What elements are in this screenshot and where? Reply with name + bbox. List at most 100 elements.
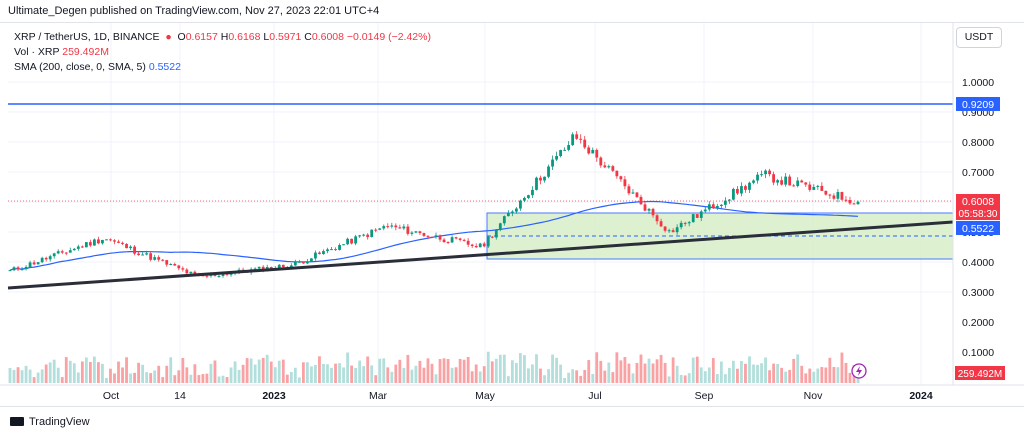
volume-bar (756, 364, 759, 383)
candle (796, 177, 800, 188)
candle (217, 274, 221, 278)
volume-bar (40, 369, 44, 383)
candle (559, 149, 562, 158)
volume-bar (137, 362, 141, 383)
volume-bar (647, 358, 651, 383)
volume-bar (442, 358, 446, 383)
volume-bar (52, 359, 56, 383)
volume-bar (350, 365, 354, 383)
candle (619, 175, 623, 182)
candle (40, 256, 44, 264)
symbol-name[interactable]: XRP / TetherUS, 1D, BINANCE (14, 31, 160, 43)
volume-bar (197, 375, 201, 383)
volume-bar (269, 361, 273, 383)
currency-button[interactable]: USDT (956, 27, 1002, 48)
volume-bar (836, 367, 840, 383)
candle (338, 243, 341, 251)
candle (145, 250, 149, 256)
volume-bar (225, 377, 229, 383)
volume-bar (816, 368, 820, 383)
volume-bar (430, 363, 434, 383)
candle (482, 241, 486, 248)
candle (56, 249, 60, 255)
volume-bar (732, 360, 735, 383)
volume-bar (740, 360, 743, 383)
candle (756, 171, 759, 184)
volume-bar (583, 369, 587, 383)
volume-bar (426, 358, 430, 383)
volume-bar (233, 361, 237, 383)
volume-bar (181, 357, 185, 383)
sma-value: 0.5522 (148, 61, 181, 73)
volume-bar (494, 358, 498, 383)
volume-bar (145, 372, 149, 383)
candle (462, 238, 466, 242)
volume-bar (840, 352, 844, 383)
candle (406, 223, 410, 236)
volume-bar (92, 356, 96, 383)
volume-bar (587, 360, 591, 383)
candle (446, 241, 450, 245)
volume-bar (539, 368, 542, 383)
volume-bar (326, 364, 329, 383)
volume-bar (555, 357, 558, 383)
candle (703, 206, 707, 213)
volume-bar (342, 367, 345, 383)
time-tick-3: Mar (369, 390, 388, 402)
candle (297, 259, 301, 263)
candle (587, 145, 591, 155)
candle (816, 184, 820, 190)
volume-bar (8, 367, 12, 383)
candle (639, 194, 643, 205)
volume-bar (772, 363, 776, 383)
svg-text:259.492M: 259.492M (958, 369, 1002, 380)
volume-bar (189, 374, 193, 383)
volume-bar (209, 363, 213, 383)
candle (675, 224, 679, 235)
lightning-icon[interactable] (851, 363, 867, 379)
tradingview-brand[interactable]: TradingView (10, 416, 90, 428)
time-tick-2: 2023 (262, 390, 286, 402)
volume-bar (510, 360, 514, 383)
candle (671, 228, 675, 233)
candle (346, 237, 349, 246)
candle (52, 252, 56, 259)
candle (450, 235, 454, 243)
candle (498, 222, 502, 232)
candle (366, 233, 370, 240)
volume-bar (88, 361, 92, 383)
candle (695, 214, 699, 219)
volume-bar (201, 374, 205, 383)
candle (354, 234, 358, 246)
volume-label[interactable]: Vol · XRP (14, 46, 60, 58)
volume-bar (595, 352, 599, 383)
volume-bar (322, 363, 325, 383)
volume-bar (804, 373, 808, 383)
candle (527, 194, 530, 200)
candle (430, 236, 434, 239)
sma-label[interactable]: SMA (200, close, 0, SMA, 5) (14, 61, 146, 73)
candle (748, 181, 751, 194)
open-value: 0.6157 (185, 31, 218, 43)
volume-bar (551, 354, 554, 383)
volume-bar (80, 361, 84, 383)
volume-bar (68, 360, 72, 383)
candle (185, 268, 189, 275)
volume-bar (506, 376, 510, 383)
candle (370, 229, 374, 238)
volume-bar (129, 373, 132, 383)
volume-bar (635, 362, 639, 383)
low-value: 0.5971 (269, 31, 302, 43)
volume-bar (117, 361, 120, 383)
volume-bar (24, 365, 28, 383)
volume-bar (828, 357, 832, 383)
candle (780, 176, 784, 186)
candle (314, 250, 317, 261)
candle (736, 185, 739, 195)
volume-bar (310, 366, 313, 383)
candle (719, 204, 723, 210)
volume-bar (832, 366, 836, 383)
candle (535, 176, 538, 191)
time-tick-0: Oct (103, 390, 119, 402)
